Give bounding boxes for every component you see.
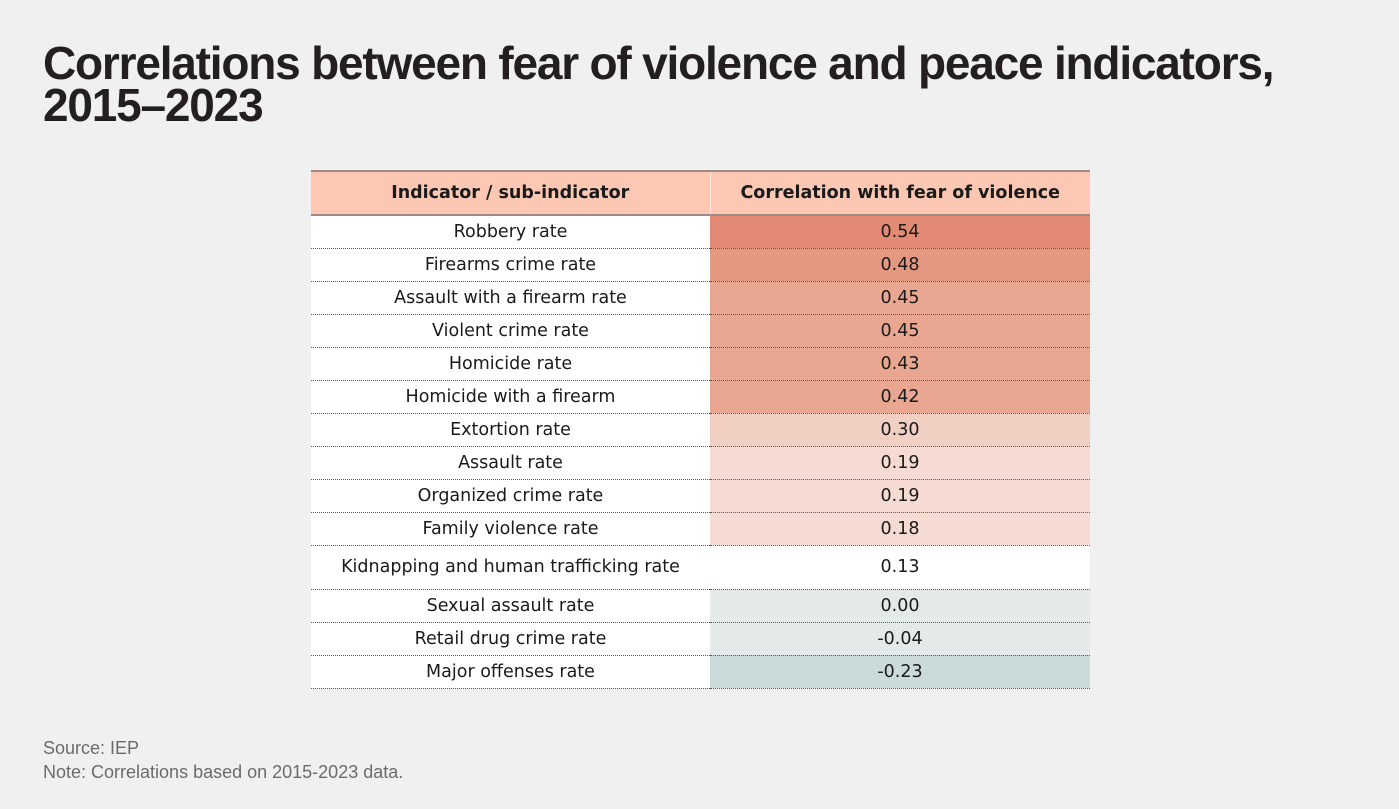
- indicator-cell: Firearms crime rate: [311, 248, 710, 282]
- table-row: Robbery rate 0.54: [311, 215, 1090, 249]
- table-row: Sexual assault rate 0.00: [311, 589, 1090, 623]
- indicator-cell: Major offenses rate: [311, 655, 710, 689]
- correlation-value-cell: -0.04: [710, 622, 1090, 656]
- table-row: Assault rate 0.19: [311, 446, 1090, 480]
- correlation-value-cell: 0.54: [710, 215, 1090, 249]
- correlation-value-cell: 0.45: [710, 281, 1090, 315]
- table-row: Homicide with a firearm 0.42: [311, 380, 1090, 414]
- indicator-cell: Violent crime rate: [311, 314, 710, 348]
- table-row: Major offenses rate -0.23: [311, 655, 1090, 689]
- correlation-value-cell: 0.48: [710, 248, 1090, 282]
- page-title: Correlations between fear of violence an…: [43, 37, 1275, 131]
- correlation-value-cell: 0.18: [710, 512, 1090, 546]
- correlation-value-cell: 0.30: [710, 413, 1090, 447]
- column-header-indicator: Indicator / sub-indicator: [311, 170, 711, 216]
- column-header-correlation: Correlation with fear of violence: [710, 170, 1090, 216]
- footer-notes: Source: IEP Note: Correlations based on …: [43, 736, 403, 784]
- table-row: Extortion rate 0.30: [311, 413, 1090, 447]
- correlation-value-cell: 0.19: [710, 479, 1090, 513]
- correlation-value-cell: 0.19: [710, 446, 1090, 480]
- indicator-cell: Robbery rate: [311, 215, 710, 249]
- indicator-cell: Extortion rate: [311, 413, 710, 447]
- indicator-cell: Homicide rate: [311, 347, 710, 381]
- indicator-cell: Sexual assault rate: [311, 589, 710, 623]
- table-row: Organized crime rate 0.19: [311, 479, 1090, 513]
- indicator-cell: Family violence rate: [311, 512, 710, 546]
- table-row: Firearms crime rate 0.48: [311, 248, 1090, 282]
- indicator-cell: Retail drug crime rate: [311, 622, 710, 656]
- table-row: Violent crime rate 0.45: [311, 314, 1090, 348]
- correlation-table-container: Indicator / sub-indicator Correlation wi…: [311, 170, 1090, 689]
- indicator-cell: Homicide with a firearm: [311, 380, 710, 414]
- table-header: Indicator / sub-indicator Correlation wi…: [311, 170, 1090, 216]
- source-text: Source: IEP: [43, 738, 140, 758]
- indicator-cell: Organized crime rate: [311, 479, 710, 513]
- table-body: Robbery rate 0.54 Firearms crime rate 0.48 A…: [311, 215, 1090, 689]
- correlation-value-cell: 0.00: [710, 589, 1090, 623]
- correlation-value-cell: -0.23: [710, 655, 1090, 689]
- correlation-table: Indicator / sub-indicator Correlation wi…: [311, 170, 1090, 689]
- indicator-cell: Assault with a firearm rate: [311, 281, 710, 315]
- table-row: Family violence rate 0.18: [311, 512, 1090, 546]
- indicator-cell: Kidnapping and human trafficking rate: [311, 545, 710, 590]
- correlation-value-cell: 0.42: [710, 380, 1090, 414]
- table-row: Retail drug crime rate -0.04: [311, 622, 1090, 656]
- correlation-value-cell: 0.13: [710, 545, 1090, 590]
- table-row: Assault with a firearm rate 0.45: [311, 281, 1090, 315]
- correlation-value-cell: 0.43: [710, 347, 1090, 381]
- header-row: Indicator / sub-indicator Correlation wi…: [311, 170, 1090, 216]
- indicator-cell: Assault rate: [311, 446, 710, 480]
- table-row: Homicide rate 0.43: [311, 347, 1090, 381]
- table-row: Kidnapping and human trafficking rate 0.1…: [311, 545, 1090, 590]
- correlation-value-cell: 0.45: [710, 314, 1090, 348]
- note-text: Note: Correlations based on 2015-2023 da…: [43, 762, 404, 782]
